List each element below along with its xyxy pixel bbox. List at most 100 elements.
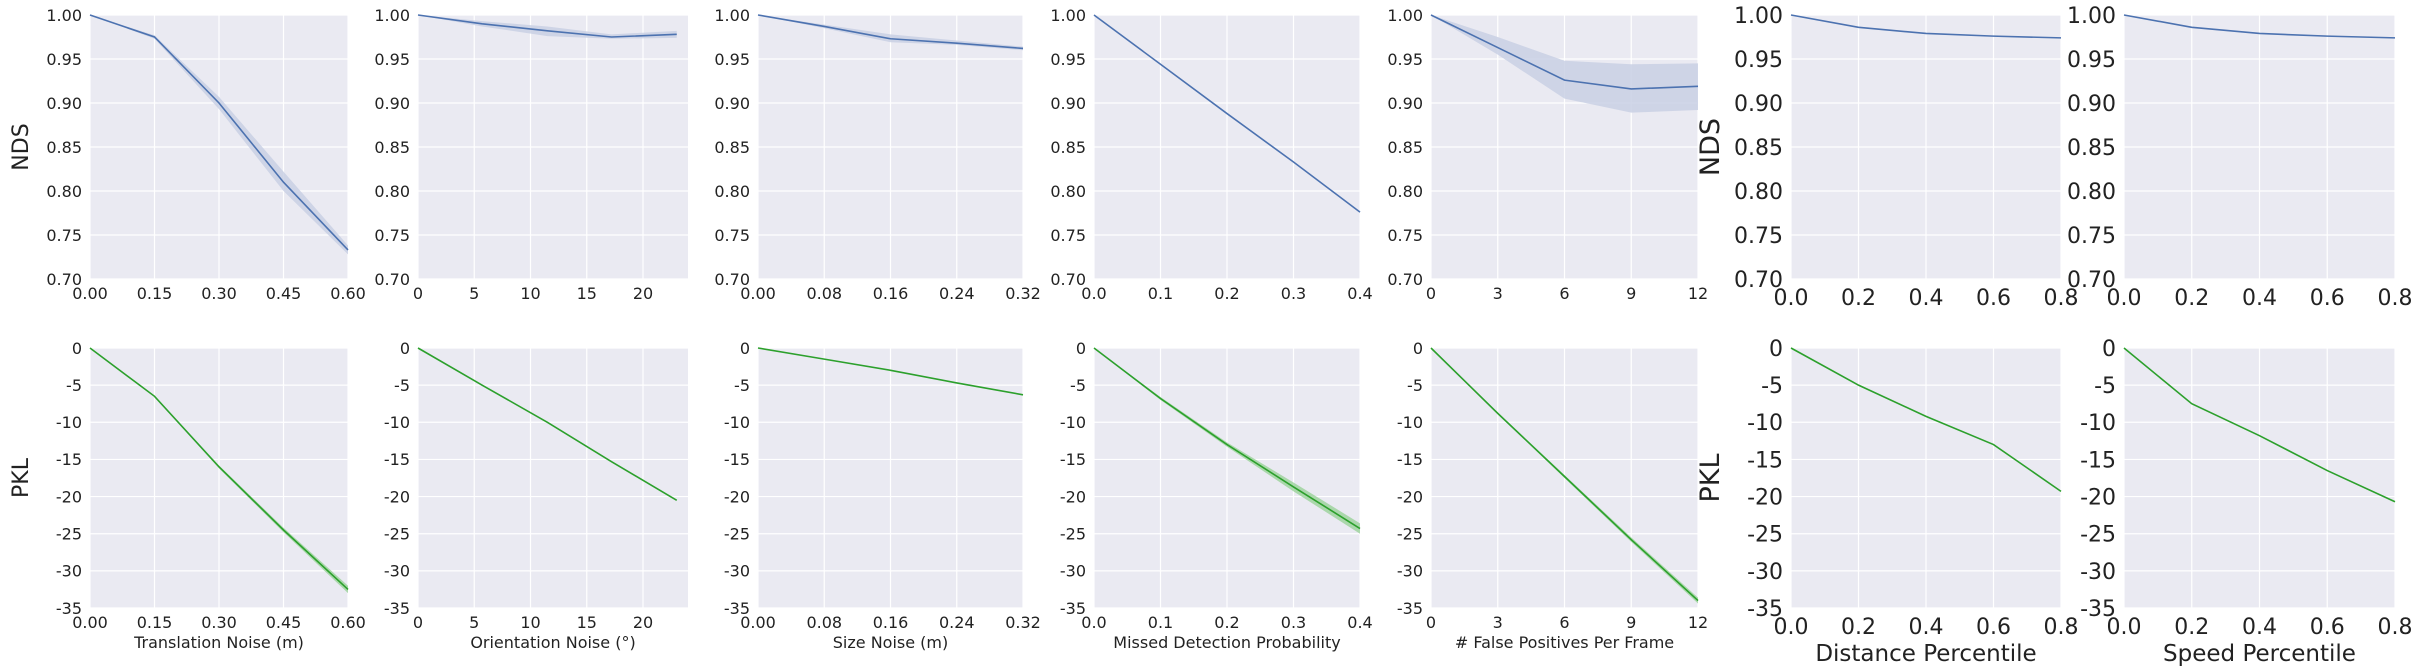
y-tick-label: -35 <box>1060 599 1086 618</box>
y-tick-label: -30 <box>1397 562 1423 581</box>
x-tick-label: 0.00 <box>72 613 108 632</box>
y-tick-label: -15 <box>1060 450 1086 469</box>
y-tick-label: 0.80 <box>46 182 82 201</box>
y-tick-label: -20 <box>1060 487 1086 506</box>
x-tick-label: 0.6 <box>1976 286 2011 311</box>
y-tick-label: -5 <box>1070 376 1086 395</box>
y-tick-label: 0.80 <box>714 182 750 201</box>
y-tick-label: -15 <box>384 450 410 469</box>
x-tick-label: 0.15 <box>137 613 173 632</box>
x-tick-label: 0.4 <box>1909 286 1944 311</box>
x-tick-label: 0 <box>1426 284 1436 303</box>
x-tick-label: 0.0 <box>2107 286 2142 311</box>
x-tick-label: 0.0 <box>1081 613 1106 632</box>
y-tick-label: 0.90 <box>1734 92 1783 117</box>
panel-nds-4: 0.70 0.75 0.80 0.85 0.90 0.95 1.00 0.0 0.1 0.2 0.3… <box>1050 6 1372 303</box>
y-axis-label: NDS <box>9 123 34 170</box>
x-tick-label: 0.60 <box>330 613 366 632</box>
y-tick-label: 0.85 <box>46 138 82 157</box>
x-tick-label: 9 <box>1626 613 1636 632</box>
confidence-band <box>758 15 1023 51</box>
x-tick-label: 0 <box>1426 613 1436 632</box>
x-tick-label: 0.2 <box>2174 615 2209 640</box>
x-axis-label: # False Positives Per Frame <box>1455 633 1674 652</box>
x-tick-label: 0.6 <box>1976 615 2011 640</box>
x-tick-label: 0.2 <box>1841 615 1876 640</box>
y-tick-label: -5 <box>2094 374 2116 399</box>
y-tick-label: -15 <box>56 450 82 469</box>
x-tick-label: 0.2 <box>2174 286 2209 311</box>
panel-pkl-2: -35 -30 -25 -20 -15 -10 -5 0 0 5 10 15 20Orientation… <box>384 339 688 652</box>
y-tick-label: 0.90 <box>1050 94 1086 113</box>
y-tick-label: -25 <box>1747 523 1783 548</box>
y-tick-label: -30 <box>1060 562 1086 581</box>
y-tick-label: 0 <box>2102 337 2116 362</box>
y-tick-label: 1.00 <box>714 6 750 25</box>
x-tick-label: 0.60 <box>330 284 366 303</box>
y-tick-label: 1.00 <box>1050 6 1086 25</box>
y-tick-label: 0.75 <box>1734 224 1783 249</box>
x-tick-label: 0.30 <box>201 613 237 632</box>
y-tick-label: 0.70 <box>374 270 410 289</box>
confidence-band <box>90 348 348 594</box>
panel-pkl-4: -35 -30 -25 -20 -15 -10 -5 0 0.0 0.1 0.2 0.3 0.4 Miss… <box>1060 339 1373 652</box>
y-tick-label: 0.90 <box>2067 92 2116 117</box>
panel-nds-3: 0.70 0.75 0.80 0.85 0.90 0.95 1.00 0.00 0.08 0.16… <box>714 6 1040 303</box>
y-tick-label: 0.80 <box>1734 180 1783 205</box>
y-tick-label: -35 <box>1747 597 1783 622</box>
x-axis-label: Translation Noise (m) <box>133 633 304 652</box>
y-tick-label: -30 <box>724 562 750 581</box>
y-tick-label: 0.70 <box>46 270 82 289</box>
y-tick-label: 0.75 <box>1050 226 1086 245</box>
y-tick-label: -25 <box>1397 524 1423 543</box>
x-tick-label: 0.00 <box>740 613 776 632</box>
y-tick-label: -35 <box>56 599 82 618</box>
y-tick-label: -20 <box>1747 485 1783 510</box>
x-tick-label: 0.24 <box>939 613 975 632</box>
x-tick-label: 0.15 <box>137 284 173 303</box>
y-tick-label: -5 <box>66 376 82 395</box>
x-tick-label: 0.3 <box>1281 613 1306 632</box>
y-tick-label: 0.70 <box>714 270 750 289</box>
x-tick-label: 0.08 <box>806 284 842 303</box>
x-tick-label: 3 <box>1493 613 1503 632</box>
panel-pkl-1: -35 -30 -25 -20 -15 -10 -5 0 0.00 0.15 0.30 0.45 0.6… <box>9 339 366 652</box>
y-tick-label: -10 <box>1747 411 1783 436</box>
panel-pkl-5: -35 -30 -25 -20 -15 -10 -5 0 0 3 6 9 12 # False Posit… <box>1397 339 1708 652</box>
x-tick-label: 0.8 <box>2044 615 2079 640</box>
panel-pkl-6: -35 -30 -25 -20 -15 -10 -5 0 0.0 0.2 0.4 0.6 0.8 PKL D… <box>1695 337 2079 666</box>
y-tick-label: -10 <box>724 413 750 432</box>
y-axis-label: PKL <box>1695 453 1726 502</box>
x-axis-label: Size Noise (m) <box>833 633 948 652</box>
y-axis-label: NDS <box>1695 118 1726 176</box>
x-tick-label: 0.45 <box>266 613 302 632</box>
y-tick-label: 0.70 <box>1734 268 1783 293</box>
y-tick-label: 0.85 <box>2067 136 2116 161</box>
y-tick-label: -30 <box>2080 560 2116 585</box>
x-tick-label: 9 <box>1626 284 1636 303</box>
y-tick-label: 0.90 <box>1387 94 1423 113</box>
x-tick-label: 0.30 <box>201 284 237 303</box>
y-tick-label: -35 <box>724 599 750 618</box>
x-tick-label: 0 <box>413 613 423 632</box>
x-tick-label: 5 <box>469 613 479 632</box>
y-tick-label: -35 <box>1397 599 1423 618</box>
y-tick-label: 0.85 <box>1734 136 1783 161</box>
x-tick-label: 0.3 <box>1281 284 1306 303</box>
y-tick-label: -20 <box>56 487 82 506</box>
x-axis-label: Orientation Noise (°) <box>470 633 635 652</box>
x-tick-label: 0.8 <box>2378 286 2413 311</box>
x-tick-label: 0.4 <box>1909 615 1944 640</box>
y-tick-label: 0.90 <box>714 94 750 113</box>
x-tick-label: 0.4 <box>2242 615 2277 640</box>
y-tick-label: -25 <box>384 524 410 543</box>
x-tick-label: 12 <box>1688 284 1708 303</box>
y-tick-label: -20 <box>384 487 410 506</box>
y-tick-label: 0.95 <box>46 50 82 69</box>
panel-nds-7: 0.70 0.75 0.80 0.85 0.90 0.95 1.00 0.0 0.2 0.4 0.6… <box>2067 4 2412 311</box>
y-tick-label: 1.00 <box>2067 4 2116 29</box>
y-tick-label: 0.85 <box>714 138 750 157</box>
x-tick-label: 0.4 <box>2242 286 2277 311</box>
y-tick-label: -25 <box>1060 524 1086 543</box>
